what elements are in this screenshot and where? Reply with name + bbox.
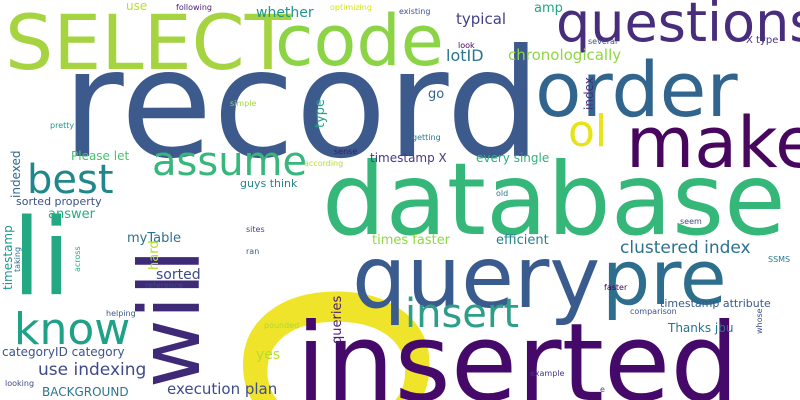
word-myTable: myTable	[127, 231, 181, 246]
word-simple: simple	[230, 99, 257, 108]
word-ol: ol	[568, 106, 608, 157]
word-ssms: SSMS	[768, 255, 791, 264]
word-whether: whether	[256, 5, 314, 21]
word-following: following	[176, 3, 212, 12]
word-faster: faster	[604, 283, 628, 292]
word-use-indexing: use indexing	[38, 360, 147, 380]
word-assume: assume	[152, 139, 308, 185]
word-sites: sites	[246, 225, 265, 234]
word-sorted: sorted	[156, 267, 201, 283]
word-ran: ran	[246, 247, 260, 256]
word-looking: looking	[5, 379, 35, 388]
word-pre: pre	[602, 233, 727, 322]
word-best: best	[27, 157, 114, 203]
word-sense: sense	[334, 147, 358, 156]
word-please-let: Please let	[71, 149, 130, 163]
word-helping: helping	[106, 309, 136, 318]
word-use: use	[126, 0, 148, 13]
word-type: type	[313, 98, 328, 128]
word-SELECT: SELECT	[5, 0, 292, 87]
word-lotID: lotID	[446, 46, 484, 65]
word-seem: seem	[680, 217, 702, 226]
word-efficient: efficient	[496, 233, 549, 248]
word-record: record	[62, 18, 542, 192]
word-getting: getting	[412, 133, 441, 142]
word-index: index	[582, 77, 596, 110]
word-comparison: comparison	[630, 307, 677, 316]
word-categoryid-category: categoryID category	[2, 345, 125, 359]
word-clustered-index: clustered index	[620, 238, 751, 258]
word-typical: typical	[456, 10, 507, 28]
word-pounded: pounded	[264, 321, 300, 330]
word-timestamp-attribute: timestamp attribute	[660, 297, 771, 310]
word-make: make	[626, 102, 800, 184]
word-guys-think: guys think	[240, 177, 298, 190]
word-existing: existing	[399, 7, 431, 16]
word-questions: questions	[556, 0, 800, 54]
word-know: know	[14, 304, 131, 355]
word-times-faster: times faster	[372, 233, 451, 248]
word-inserted: inserted	[296, 301, 739, 400]
word-query: query	[352, 228, 601, 328]
word-x-type: X type	[746, 35, 779, 46]
word-e: hard	[147, 240, 162, 270]
word-across: across	[73, 246, 82, 272]
word-execution-plan: execution plan	[167, 380, 278, 398]
word-indexed: indexed	[9, 150, 23, 198]
word-hard: example	[530, 369, 565, 378]
word-optimizing: optimizing	[330, 3, 372, 12]
word-pretty: pretty	[50, 121, 75, 130]
word-go: go	[428, 87, 445, 102]
word-li: li	[12, 196, 71, 319]
word-insert: insert	[405, 291, 520, 337]
word-whose: whose	[755, 308, 764, 334]
word-answer: answer	[48, 207, 95, 222]
word-several: several	[588, 37, 618, 46]
word-thanks-jbu: Thanks jbu	[668, 321, 734, 335]
word-timestamp-x: timestamp X	[370, 151, 447, 165]
word-database: database	[322, 141, 786, 258]
word-yes: yes	[256, 347, 281, 363]
word-sorted-property: sorted property	[16, 195, 102, 208]
word-chronologically: chronologically	[508, 46, 622, 64]
word-example: e	[600, 385, 605, 394]
word-code: code	[275, 0, 444, 82]
word-amp: amp	[534, 1, 563, 16]
word-every-single: every single	[476, 151, 550, 165]
word-old: old	[496, 189, 509, 198]
word-background: BACKGROUND	[42, 385, 129, 399]
word-queries: queries	[330, 295, 345, 344]
word-look: look	[458, 41, 475, 50]
word-reference: reference	[145, 281, 184, 290]
word-according: according	[304, 159, 344, 168]
word-order: order	[535, 45, 738, 134]
word-taking: taking	[13, 246, 22, 272]
